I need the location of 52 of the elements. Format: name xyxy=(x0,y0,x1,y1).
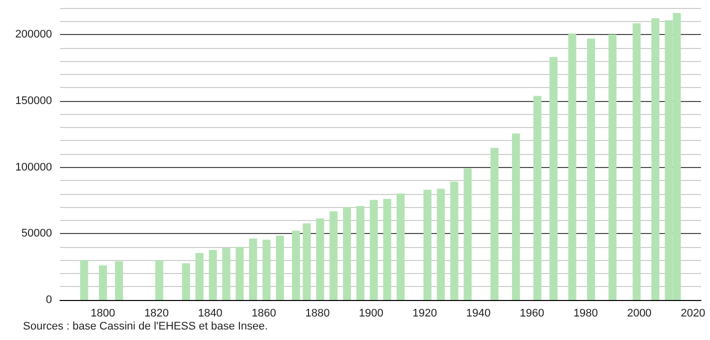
bar xyxy=(608,34,616,300)
bar xyxy=(222,248,230,300)
bar xyxy=(490,148,498,300)
bar xyxy=(587,38,596,300)
x-tick-label: 2000 xyxy=(627,308,652,320)
bar xyxy=(436,188,445,300)
bar xyxy=(533,96,542,300)
source-note: Sources : base Cassini de l'EHESS et base Insee. xyxy=(23,320,268,332)
bar xyxy=(423,190,432,300)
bar xyxy=(342,207,351,300)
x-tick-label: 1860 xyxy=(252,308,276,320)
x-tick-label: 1960 xyxy=(520,308,544,320)
bar xyxy=(370,200,378,300)
bar xyxy=(632,23,641,300)
bar xyxy=(236,246,244,300)
x-tick-label: 1800 xyxy=(90,308,116,320)
y-tick-label: 150000 xyxy=(15,94,52,107)
bar xyxy=(292,230,300,300)
y-tick-label: 50000 xyxy=(21,228,52,240)
bar xyxy=(356,206,364,300)
x-tick-label: 2020 xyxy=(680,308,706,320)
bar xyxy=(276,236,284,300)
bar xyxy=(383,198,392,300)
bar xyxy=(549,56,558,300)
bar xyxy=(330,211,338,300)
y-tick-label: 0 xyxy=(46,294,52,306)
bar xyxy=(80,260,88,300)
bar xyxy=(464,168,472,300)
x-tick-label: 1900 xyxy=(358,308,384,320)
bar xyxy=(396,194,405,300)
x-tick-label: 1880 xyxy=(305,308,330,320)
bar xyxy=(450,182,458,300)
bar xyxy=(208,250,217,300)
y-tick-label: 100000 xyxy=(15,161,52,174)
bar xyxy=(249,238,258,300)
bar xyxy=(568,33,576,300)
bar xyxy=(182,263,190,300)
bar xyxy=(316,218,324,300)
bar xyxy=(155,260,164,300)
bar xyxy=(262,240,271,300)
bar xyxy=(98,265,107,300)
x-tick-label: 1980 xyxy=(573,308,598,320)
x-tick-label: 1940 xyxy=(466,308,491,320)
bar xyxy=(302,223,311,300)
bar xyxy=(512,134,520,300)
x-tick-label: 1820 xyxy=(144,308,169,320)
bar xyxy=(115,261,124,300)
y-tick-label: 200000 xyxy=(15,28,52,41)
bar xyxy=(195,253,204,300)
bar xyxy=(651,18,660,300)
x-tick-label: 1840 xyxy=(198,308,222,320)
x-tick-label: 1920 xyxy=(412,308,437,320)
